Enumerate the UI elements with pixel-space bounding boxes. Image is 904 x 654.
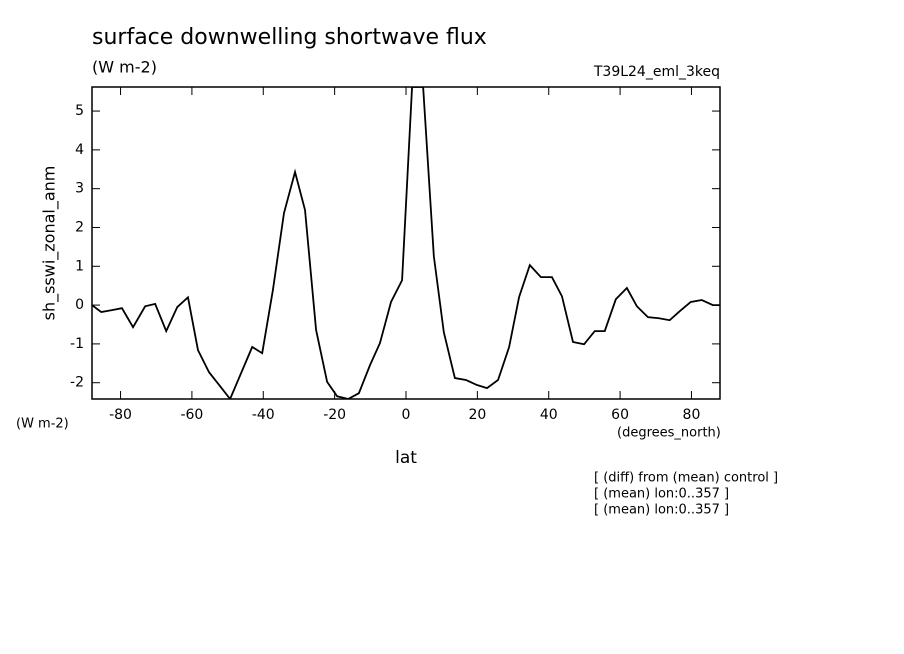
plot-frame — [91, 86, 721, 400]
x-tick-label: 40 — [540, 407, 558, 423]
chart-subtitle: (W m-2) — [92, 58, 157, 77]
y-tick-label: 0 — [75, 297, 84, 313]
x-axis-label: lat — [395, 448, 417, 468]
run-label: T39L24_eml_3keq — [593, 64, 720, 80]
note: [ (diff) from (mean) control ] — [594, 471, 778, 486]
data-line — [92, 87, 720, 399]
chart-title: surface downwelling shortwave flux — [92, 25, 487, 50]
y-tick-label: 1 — [75, 258, 84, 274]
x-units: (degrees_north) — [617, 426, 721, 441]
y-tick-label: 4 — [75, 142, 84, 158]
y-tick-label: 2 — [75, 219, 84, 235]
x-tick-label: -60 — [180, 407, 203, 423]
x-tick-label: 0 — [402, 407, 411, 423]
y-tick-label: -1 — [70, 336, 84, 352]
note: [ (mean) lon:0..357 ] — [594, 487, 729, 502]
x-tick-label: -80 — [109, 407, 132, 423]
y-units: (W m-2) — [16, 417, 69, 432]
x-tick-label: -20 — [323, 407, 346, 423]
y-tick-label: 5 — [75, 103, 84, 119]
x-tick-label: 60 — [611, 407, 629, 423]
x-tick-label: 20 — [468, 407, 486, 423]
y-axis-label: sh_sswi_zonal_anm — [40, 166, 60, 321]
x-tick-label: -40 — [252, 407, 275, 423]
y-tick-label: -2 — [70, 375, 84, 391]
note: [ (mean) lon:0..357 ] — [594, 503, 729, 518]
y-tick-label: 3 — [75, 181, 84, 197]
x-tick-label: 80 — [683, 407, 701, 423]
